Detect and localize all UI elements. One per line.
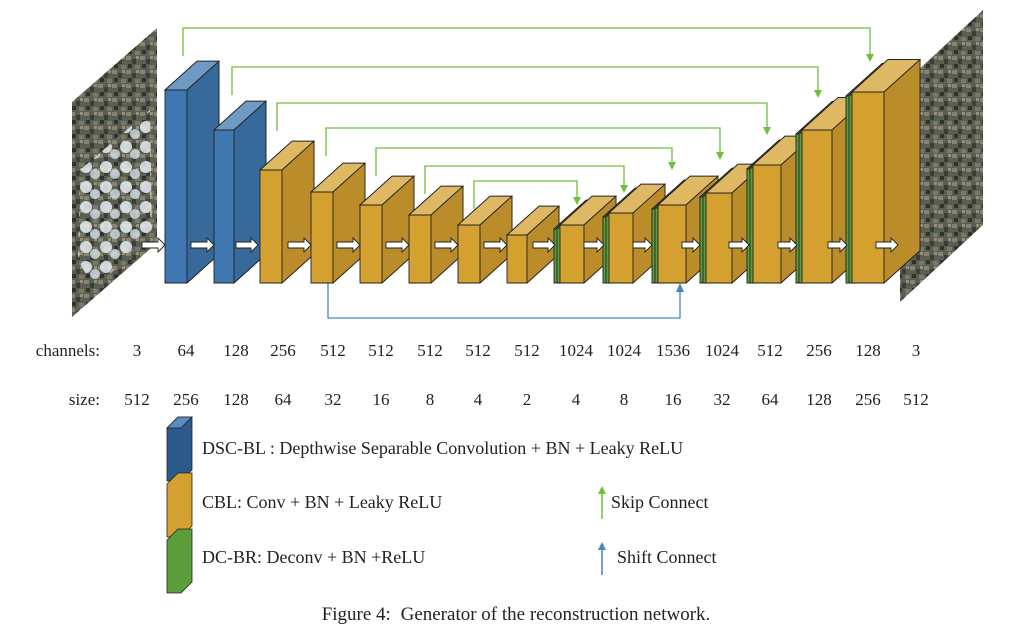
channel-value: 512 [417, 341, 443, 360]
channel-value: 512 [465, 341, 491, 360]
dc-br-block-1536 [650, 175, 720, 285]
channel-value: 512 [368, 341, 394, 360]
skip-connection [325, 127, 724, 160]
size-value: 128 [806, 390, 832, 409]
channel-value: 1536 [656, 341, 690, 360]
size-value: 8 [426, 390, 435, 409]
cbl-block-512-c [407, 185, 465, 285]
skip-connection [375, 147, 676, 176]
channel-value: 1024 [559, 341, 594, 360]
skip-connection [473, 180, 581, 209]
flow-arrow-icon [385, 236, 410, 254]
cbl-block-512-b [358, 175, 416, 285]
channel-value: 512 [514, 341, 540, 360]
dc-br-block-128 [844, 58, 922, 285]
size-value: 32 [714, 390, 731, 409]
channel-value: 3 [912, 341, 921, 360]
channel-value: 64 [178, 341, 196, 360]
figure-caption: Figure 4: Generator of the reconstructio… [322, 604, 711, 625]
flow-arrow-icon [632, 236, 653, 254]
legend-cbl-swatch [166, 472, 193, 538]
caption-label: Figure 4: [322, 604, 391, 625]
channel-value: 128 [223, 341, 249, 360]
connections [182, 27, 874, 319]
channel-value: 1024 [705, 341, 740, 360]
legend-cbl-label: CBL: Conv + BN + Leaky ReLU [202, 492, 442, 512]
channel-values: 3 64 128 256 512 512 512 512 512 1024 1024 1536 1024… [133, 341, 921, 360]
size-value: 64 [275, 390, 293, 409]
flow-arrow-icon [141, 236, 166, 254]
shift-connection [327, 278, 684, 319]
dsc-bl-block-64 [163, 60, 221, 285]
channel-value: 256 [806, 341, 832, 360]
legend: DSC-BL : Depthwise Separable Convolution… [166, 416, 717, 594]
size-value: 2 [523, 390, 532, 409]
size-value: 16 [373, 390, 390, 409]
channel-value: 256 [270, 341, 296, 360]
flow-arrow-icon [483, 236, 508, 254]
channel-value: 3 [133, 341, 142, 360]
size-value: 32 [325, 390, 342, 409]
cbl-block-512-a [309, 162, 367, 285]
legend-dsc-swatch [166, 416, 193, 482]
size-value: 128 [223, 390, 249, 409]
legend-skip-label: Skip Connect [611, 492, 709, 512]
legend-dcbr-swatch [166, 528, 193, 594]
size-value: 64 [762, 390, 780, 409]
channel-value: 512 [757, 341, 783, 360]
legend-dsc-label: DSC-BL : Depthwise Separable Convolution… [202, 438, 683, 458]
flow-arrows [141, 236, 899, 254]
shift-connect-arrow-icon [598, 542, 606, 575]
channel-value: 1024 [607, 341, 642, 360]
flow-arrow-icon [235, 236, 259, 254]
flow-arrow-icon [583, 236, 605, 254]
flow-arrow-icon [777, 236, 798, 254]
skip-connection [182, 27, 874, 62]
size-value: 4 [572, 390, 581, 409]
flow-arrow-icon [827, 236, 848, 254]
skip-connection [424, 165, 628, 194]
legend-shift-label: Shift Connect [617, 547, 717, 567]
size-value: 256 [173, 390, 199, 409]
dsc-bl-block-128 [212, 100, 268, 285]
size-value: 4 [474, 390, 483, 409]
cbl-block-512-d [456, 195, 514, 285]
flow-arrow-icon [190, 236, 215, 254]
flow-arrow-icon [532, 236, 556, 254]
input-image [72, 28, 157, 317]
skip-connection [231, 66, 822, 98]
output-image [900, 10, 983, 302]
size-value: 8 [620, 390, 629, 409]
channels-row-label: channels: [36, 341, 100, 360]
channel-value: 128 [855, 341, 881, 360]
flow-arrow-icon [287, 236, 312, 254]
size-row-label: size: [69, 390, 100, 409]
flow-arrow-icon [728, 236, 750, 254]
size-value: 512 [124, 390, 150, 409]
flow-arrow-icon [434, 236, 459, 254]
channel-value: 512 [320, 341, 346, 360]
flow-arrow-icon [875, 236, 899, 254]
skip-connection [276, 102, 771, 135]
size-value: 16 [665, 390, 682, 409]
flow-arrow-icon [336, 236, 361, 254]
size-value: 256 [855, 390, 881, 409]
flow-arrow-icon [681, 236, 701, 254]
caption-text: Generator of the reconstruction network. [401, 604, 711, 625]
layer-blocks [163, 58, 922, 285]
skip-connect-arrow-icon [598, 486, 606, 519]
legend-dcbr-label: DC-BR: Deconv + BN +ReLU [202, 547, 425, 567]
cbl-block-256 [258, 140, 316, 285]
size-value: 512 [903, 390, 929, 409]
size-values: 512 256 128 64 32 16 8 4 2 4 8 16 32 64 128 256 512 [124, 390, 929, 409]
